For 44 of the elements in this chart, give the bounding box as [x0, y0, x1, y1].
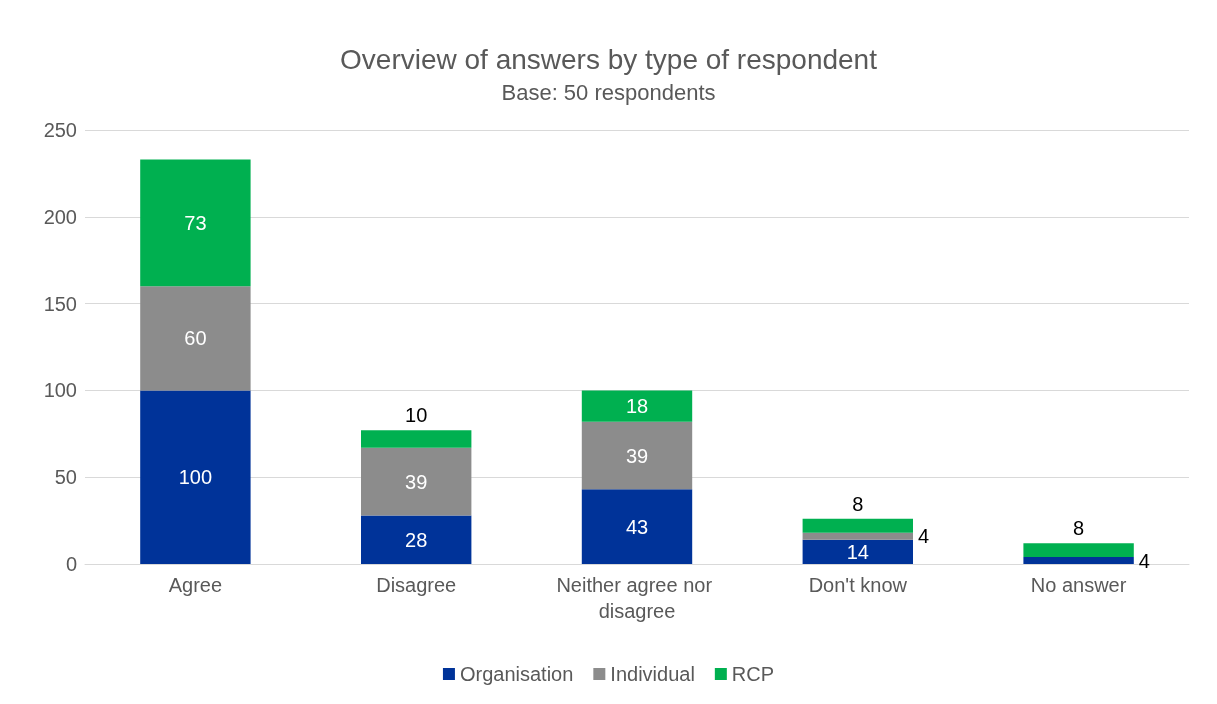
- data-label: 4: [918, 525, 930, 548]
- y-tick-label: 0: [65, 553, 77, 575]
- chart-subtitle: Base: 50 respondents: [501, 79, 716, 105]
- bar: [1023, 543, 1134, 558]
- data-label: 43: [625, 515, 649, 538]
- data-label: 73: [184, 211, 207, 234]
- bar: [802, 518, 913, 533]
- legend-label: RCP: [731, 663, 775, 685]
- bar: [361, 430, 472, 448]
- data-label: 39: [625, 444, 649, 467]
- x-tick-label: No answer: [1030, 574, 1127, 596]
- y-tick-label: 50: [54, 466, 77, 489]
- bar: [361, 515, 472, 564]
- x-tick-label: Neither agree nor disagree: [556, 574, 718, 622]
- data-label: 14: [846, 540, 869, 563]
- bar: [802, 532, 913, 540]
- bar: [140, 390, 251, 564]
- x-tick-label: Disagree: [376, 574, 457, 596]
- bar: [581, 421, 693, 490]
- data-label: 4: [1138, 549, 1150, 572]
- chart-title: Overview of answers by type of respondent: [340, 43, 878, 75]
- data-label: 8: [1073, 517, 1085, 540]
- data-label: 10: [405, 404, 428, 427]
- y-tick-label: 250: [43, 119, 77, 141]
- bar: [802, 539, 913, 564]
- legend-label: Organisation: [459, 663, 574, 685]
- y-tick-label: 200: [43, 205, 77, 228]
- y-tick-label: 100: [43, 379, 77, 402]
- data-label: 100: [178, 466, 213, 489]
- bar: [581, 489, 693, 564]
- bar: [140, 286, 251, 391]
- legend-label: Individual: [610, 663, 695, 685]
- x-tick-label: Agree: [168, 574, 223, 596]
- data-label: 60: [184, 327, 207, 350]
- data-label: 8: [852, 492, 864, 515]
- data-label: 28: [405, 528, 428, 551]
- y-tick-label: 150: [43, 292, 77, 315]
- data-label: 39: [405, 470, 428, 493]
- bar: [1023, 557, 1134, 564]
- bar: [581, 390, 693, 422]
- bar: [361, 447, 472, 516]
- bar: [140, 159, 251, 287]
- x-tick-label: Don't know: [808, 574, 908, 596]
- data-label: 18: [625, 395, 649, 418]
